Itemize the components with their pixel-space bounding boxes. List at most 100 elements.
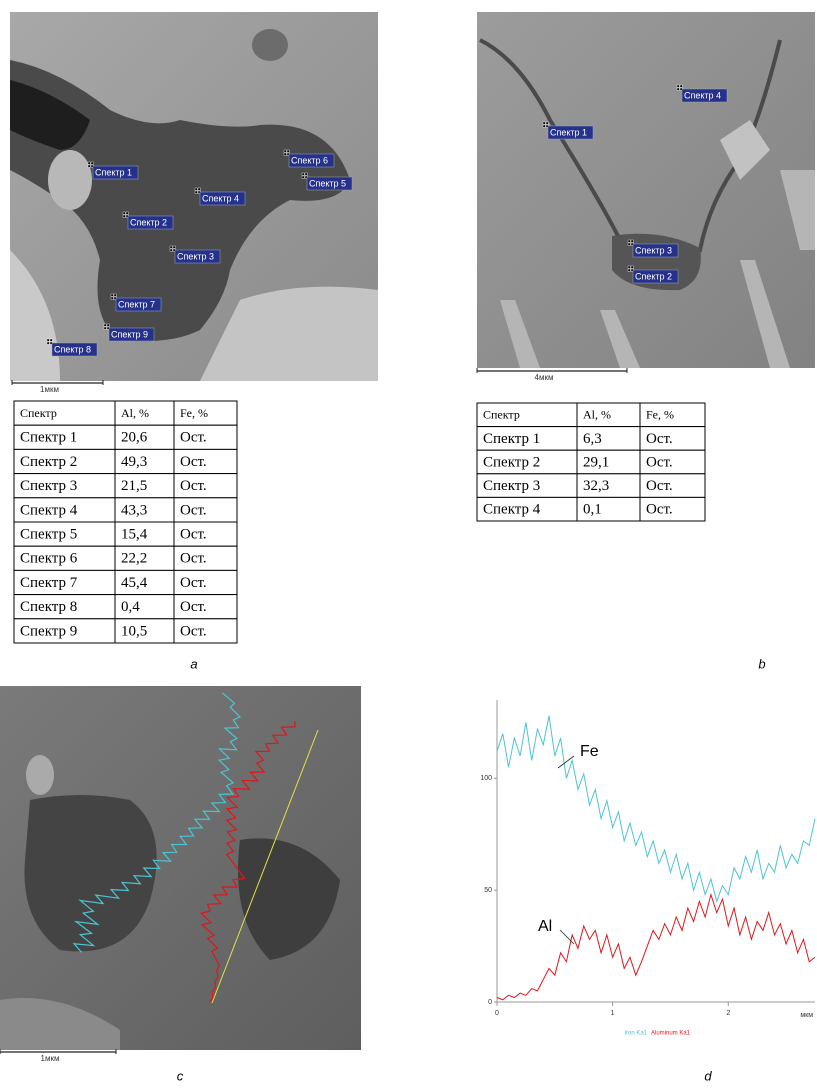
marker-dot bbox=[628, 266, 630, 268]
table-text: Ост. bbox=[180, 575, 207, 591]
spectrum-label: Спектр 1 bbox=[550, 127, 587, 137]
spectrum-label: Спектр 4 bbox=[202, 193, 239, 203]
marker-dot bbox=[91, 162, 93, 164]
table-header: Al, % bbox=[121, 406, 149, 420]
table-text: 45,4 bbox=[121, 575, 148, 591]
x-tick-label: 0 bbox=[495, 1010, 499, 1017]
marker-dot bbox=[198, 188, 200, 190]
marker-dot bbox=[680, 85, 682, 87]
marker-dot bbox=[287, 150, 289, 152]
marker-dot bbox=[173, 246, 175, 248]
data-line bbox=[497, 716, 815, 902]
spectrum-label: Спектр 6 bbox=[291, 155, 328, 165]
marker-dot bbox=[111, 297, 113, 299]
panel-label: b bbox=[758, 656, 765, 671]
table-text: Ост. bbox=[180, 478, 207, 494]
marker-dot bbox=[88, 165, 90, 167]
legend-entry: Aluminum Ka1 bbox=[651, 1031, 691, 1037]
spectrum-label: Спектр 3 bbox=[177, 251, 214, 261]
marker-dot bbox=[677, 88, 679, 90]
marker-dot bbox=[543, 122, 545, 124]
y-tick-label: 100 bbox=[480, 775, 492, 782]
scale-label: 1мкм bbox=[41, 1054, 60, 1063]
table-header: Al, % bbox=[583, 408, 611, 422]
table-header: Спектр bbox=[20, 406, 57, 420]
marker-dot bbox=[628, 243, 630, 245]
table-text: Ост. bbox=[646, 478, 673, 494]
table-text: Ост. bbox=[180, 502, 207, 518]
table-text: Ост. bbox=[180, 551, 207, 567]
table-text: Ост. bbox=[646, 431, 673, 447]
table-text: Спектр 4 bbox=[483, 502, 541, 518]
scale-label: 1мкм bbox=[40, 385, 59, 394]
table-text: 20,6 bbox=[121, 430, 148, 446]
table-text: 49,3 bbox=[121, 454, 147, 470]
marker-dot bbox=[47, 339, 49, 341]
table-text: Спектр 1 bbox=[20, 430, 77, 446]
table-text: 43,3 bbox=[121, 502, 147, 518]
table-text: Ост. bbox=[180, 430, 207, 446]
table-text: 0,1 bbox=[583, 502, 602, 518]
marker-dot bbox=[123, 212, 125, 214]
spectrum-label: Спектр 5 bbox=[309, 178, 346, 188]
marker-dot bbox=[302, 173, 304, 175]
annotation: Al bbox=[538, 918, 552, 935]
x-tick-label: 2 bbox=[726, 1010, 730, 1017]
figure: Спектр 1 Спектр 2 Спектр 3 Спектр 4 Спектр 5… bbox=[0, 0, 817, 1086]
marker-dot bbox=[111, 294, 113, 296]
table-text: 10,5 bbox=[121, 623, 147, 639]
marker-dot bbox=[50, 339, 52, 341]
marker-dot bbox=[628, 240, 630, 242]
marker-dot bbox=[631, 266, 633, 268]
marker-dot bbox=[628, 269, 630, 271]
table-text: Спектр 3 bbox=[20, 478, 77, 494]
scale-label: 4мкм bbox=[535, 373, 554, 382]
spectrum-label: Спектр 2 bbox=[635, 271, 672, 281]
table-text: Ост. bbox=[180, 454, 207, 470]
panel-label: c bbox=[177, 1068, 184, 1083]
table-text: Ост. bbox=[180, 623, 207, 639]
marker-dot bbox=[302, 176, 304, 178]
table-text: 15,4 bbox=[121, 527, 148, 543]
marker-dot bbox=[107, 324, 109, 326]
marker-dot bbox=[284, 153, 286, 155]
marker-dot bbox=[88, 162, 90, 164]
spectrum-label: Спектр 1 bbox=[95, 167, 132, 177]
marker-dot bbox=[305, 173, 307, 175]
table-text: Спектр 2 bbox=[483, 454, 540, 470]
x-tick-label: 1 bbox=[611, 1010, 615, 1017]
marker-dot bbox=[126, 212, 128, 214]
table-text: Спектр 8 bbox=[20, 599, 77, 615]
sem-image-c bbox=[0, 686, 361, 1050]
table-text: 6,3 bbox=[583, 431, 602, 447]
marker-dot bbox=[170, 246, 172, 248]
panel-label: d bbox=[704, 1068, 712, 1083]
table-text: Спектр 9 bbox=[20, 623, 77, 639]
table-text: Ост. bbox=[646, 502, 673, 518]
data-line bbox=[497, 895, 815, 1000]
spectrum-label: Спектр 7 bbox=[118, 299, 155, 309]
marker-dot bbox=[546, 122, 548, 124]
sem-image-a bbox=[10, 12, 378, 381]
table-text: 0,4 bbox=[121, 599, 140, 615]
table-text: Спектр 3 bbox=[483, 478, 540, 494]
y-tick-label: 50 bbox=[484, 887, 492, 894]
table-text: Спектр 4 bbox=[20, 502, 78, 518]
table-header: Fe, % bbox=[180, 406, 208, 420]
table-text: Спектр 7 bbox=[20, 575, 78, 591]
table-header: Спектр bbox=[483, 408, 520, 422]
marker-dot bbox=[47, 342, 49, 344]
table-header: Fe, % bbox=[646, 408, 674, 422]
marker-dot bbox=[123, 215, 125, 217]
marker-dot bbox=[284, 150, 286, 152]
spectrum-label: Спектр 4 bbox=[684, 90, 721, 100]
marker-dot bbox=[543, 125, 545, 127]
spectrum-label: Спектр 2 bbox=[130, 217, 167, 227]
marker-dot bbox=[195, 191, 197, 193]
marker-dot bbox=[104, 324, 106, 326]
table-text: Ост. bbox=[180, 599, 207, 615]
spectrum-label: Спектр 3 bbox=[635, 245, 672, 255]
table-text: Спектр 5 bbox=[20, 527, 77, 543]
x-axis-label: мкм bbox=[800, 1012, 813, 1019]
marker-dot bbox=[677, 85, 679, 87]
